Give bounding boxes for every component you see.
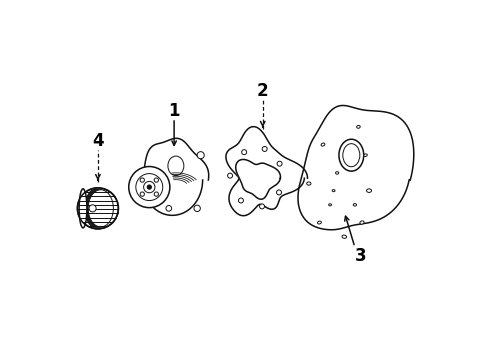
Circle shape xyxy=(144,181,155,193)
Circle shape xyxy=(242,150,246,154)
Ellipse shape xyxy=(357,125,360,128)
Circle shape xyxy=(227,173,233,178)
Ellipse shape xyxy=(318,221,321,224)
Circle shape xyxy=(262,147,267,152)
Ellipse shape xyxy=(86,190,106,227)
Ellipse shape xyxy=(329,204,331,206)
Ellipse shape xyxy=(87,190,107,227)
Ellipse shape xyxy=(360,221,364,224)
Ellipse shape xyxy=(79,189,87,228)
Text: 4: 4 xyxy=(92,132,104,150)
Polygon shape xyxy=(298,105,414,230)
Text: 3: 3 xyxy=(354,247,366,265)
Ellipse shape xyxy=(364,154,367,157)
Ellipse shape xyxy=(85,190,103,227)
Ellipse shape xyxy=(332,190,335,192)
Circle shape xyxy=(136,174,163,201)
Polygon shape xyxy=(226,127,307,216)
Circle shape xyxy=(154,178,158,182)
Ellipse shape xyxy=(307,182,311,185)
Ellipse shape xyxy=(87,190,110,227)
Circle shape xyxy=(129,167,170,208)
Ellipse shape xyxy=(367,189,371,192)
Ellipse shape xyxy=(339,139,364,171)
Ellipse shape xyxy=(168,156,184,176)
Text: 2: 2 xyxy=(257,82,269,100)
Ellipse shape xyxy=(336,172,339,174)
Ellipse shape xyxy=(88,190,113,227)
Ellipse shape xyxy=(353,203,356,206)
Circle shape xyxy=(89,205,96,212)
Circle shape xyxy=(166,206,172,211)
Circle shape xyxy=(147,185,151,189)
Circle shape xyxy=(239,198,244,203)
Text: 1: 1 xyxy=(169,102,180,120)
Circle shape xyxy=(260,204,265,209)
Polygon shape xyxy=(145,138,209,215)
Circle shape xyxy=(194,205,200,212)
Circle shape xyxy=(140,178,145,182)
Circle shape xyxy=(140,192,145,196)
Circle shape xyxy=(154,192,158,196)
Circle shape xyxy=(197,152,204,159)
Ellipse shape xyxy=(342,235,346,238)
Circle shape xyxy=(277,161,282,166)
Ellipse shape xyxy=(343,144,360,167)
Polygon shape xyxy=(236,159,280,199)
Ellipse shape xyxy=(87,190,109,227)
Ellipse shape xyxy=(321,143,325,146)
Circle shape xyxy=(276,190,281,195)
Ellipse shape xyxy=(88,190,112,227)
Ellipse shape xyxy=(86,190,104,227)
